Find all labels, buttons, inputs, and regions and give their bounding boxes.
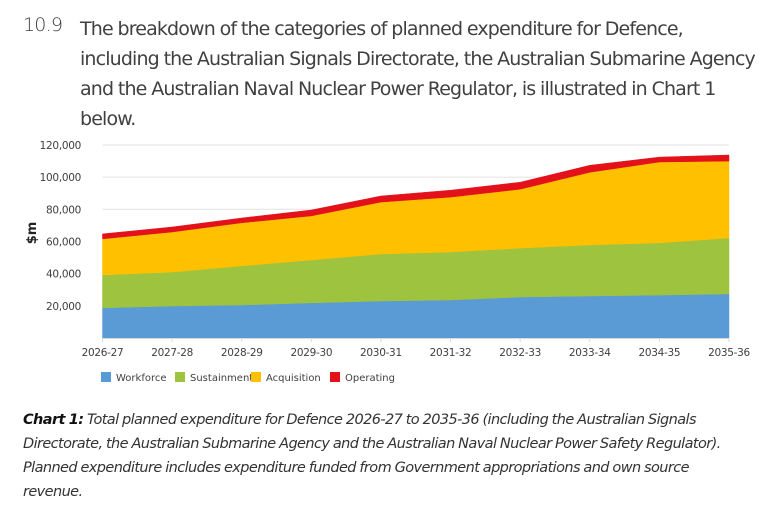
legend-label: Workforce [116,373,167,384]
area-operating [102,154,730,240]
y-tick-label: 80,000 [46,204,81,216]
y-axis-title: $m [25,222,40,245]
x-tick-label: 2035-36 [708,347,750,359]
x-axis-ticks: 2026-27 2027-28 2028-29 2029-30 2030-31 2031-… [82,338,751,359]
legend-swatch [101,372,111,382]
x-tick-label: 2027-28 [151,347,193,359]
x-tick-label: 2032-33 [499,347,541,359]
y-tick-label: 60,000 [46,237,81,249]
legend-label: Operating [345,373,395,384]
x-tick-label: 2034-35 [638,347,680,359]
legend-item-workforce: Workforce [101,372,167,384]
legend: Workforce Sustainment Acquisition Operating [101,372,395,384]
y-tick-label: 40,000 [46,269,81,281]
x-tick-label: 2029-30 [290,347,332,359]
y-axis-ticks: 20,000 40,000 60,000 80,000 100,000 120,000 [40,140,82,313]
area-series [102,154,730,339]
paragraph-text: The breakdown of the categories of plann… [80,18,756,130]
x-tick-label: 2031-32 [430,347,472,359]
x-tick-label: 2030-31 [360,347,402,359]
y-tick-label: 100,000 [40,172,81,184]
x-tick-label: 2026-27 [82,347,124,359]
legend-swatch [175,372,185,382]
x-tick-label: 2028-29 [221,347,263,359]
y-tick-label: 20,000 [46,301,81,313]
legend-label: Acquisition [266,373,321,384]
legend-swatch [330,372,340,382]
caption-label: Chart 1: [23,412,84,428]
x-tick-label: 2033-34 [569,347,611,359]
legend-label: Sustainment [190,373,253,384]
y-tick-label: 120,000 [40,140,81,152]
paragraph-number: 10.9 [23,14,63,36]
legend-item-sustainment: Sustainment [175,372,253,384]
legend-swatch [251,372,261,382]
legend-item-operating: Operating [330,372,395,384]
stacked-area-chart: 20,000 40,000 60,000 80,000 100,000 120,000 2… [25,140,751,384]
legend-item-acquisition: Acquisition [251,372,321,384]
caption-text: Total planned expenditure for Defence 20… [23,412,721,500]
chart-caption: Chart 1: Total planned expenditure for D… [23,408,743,504]
